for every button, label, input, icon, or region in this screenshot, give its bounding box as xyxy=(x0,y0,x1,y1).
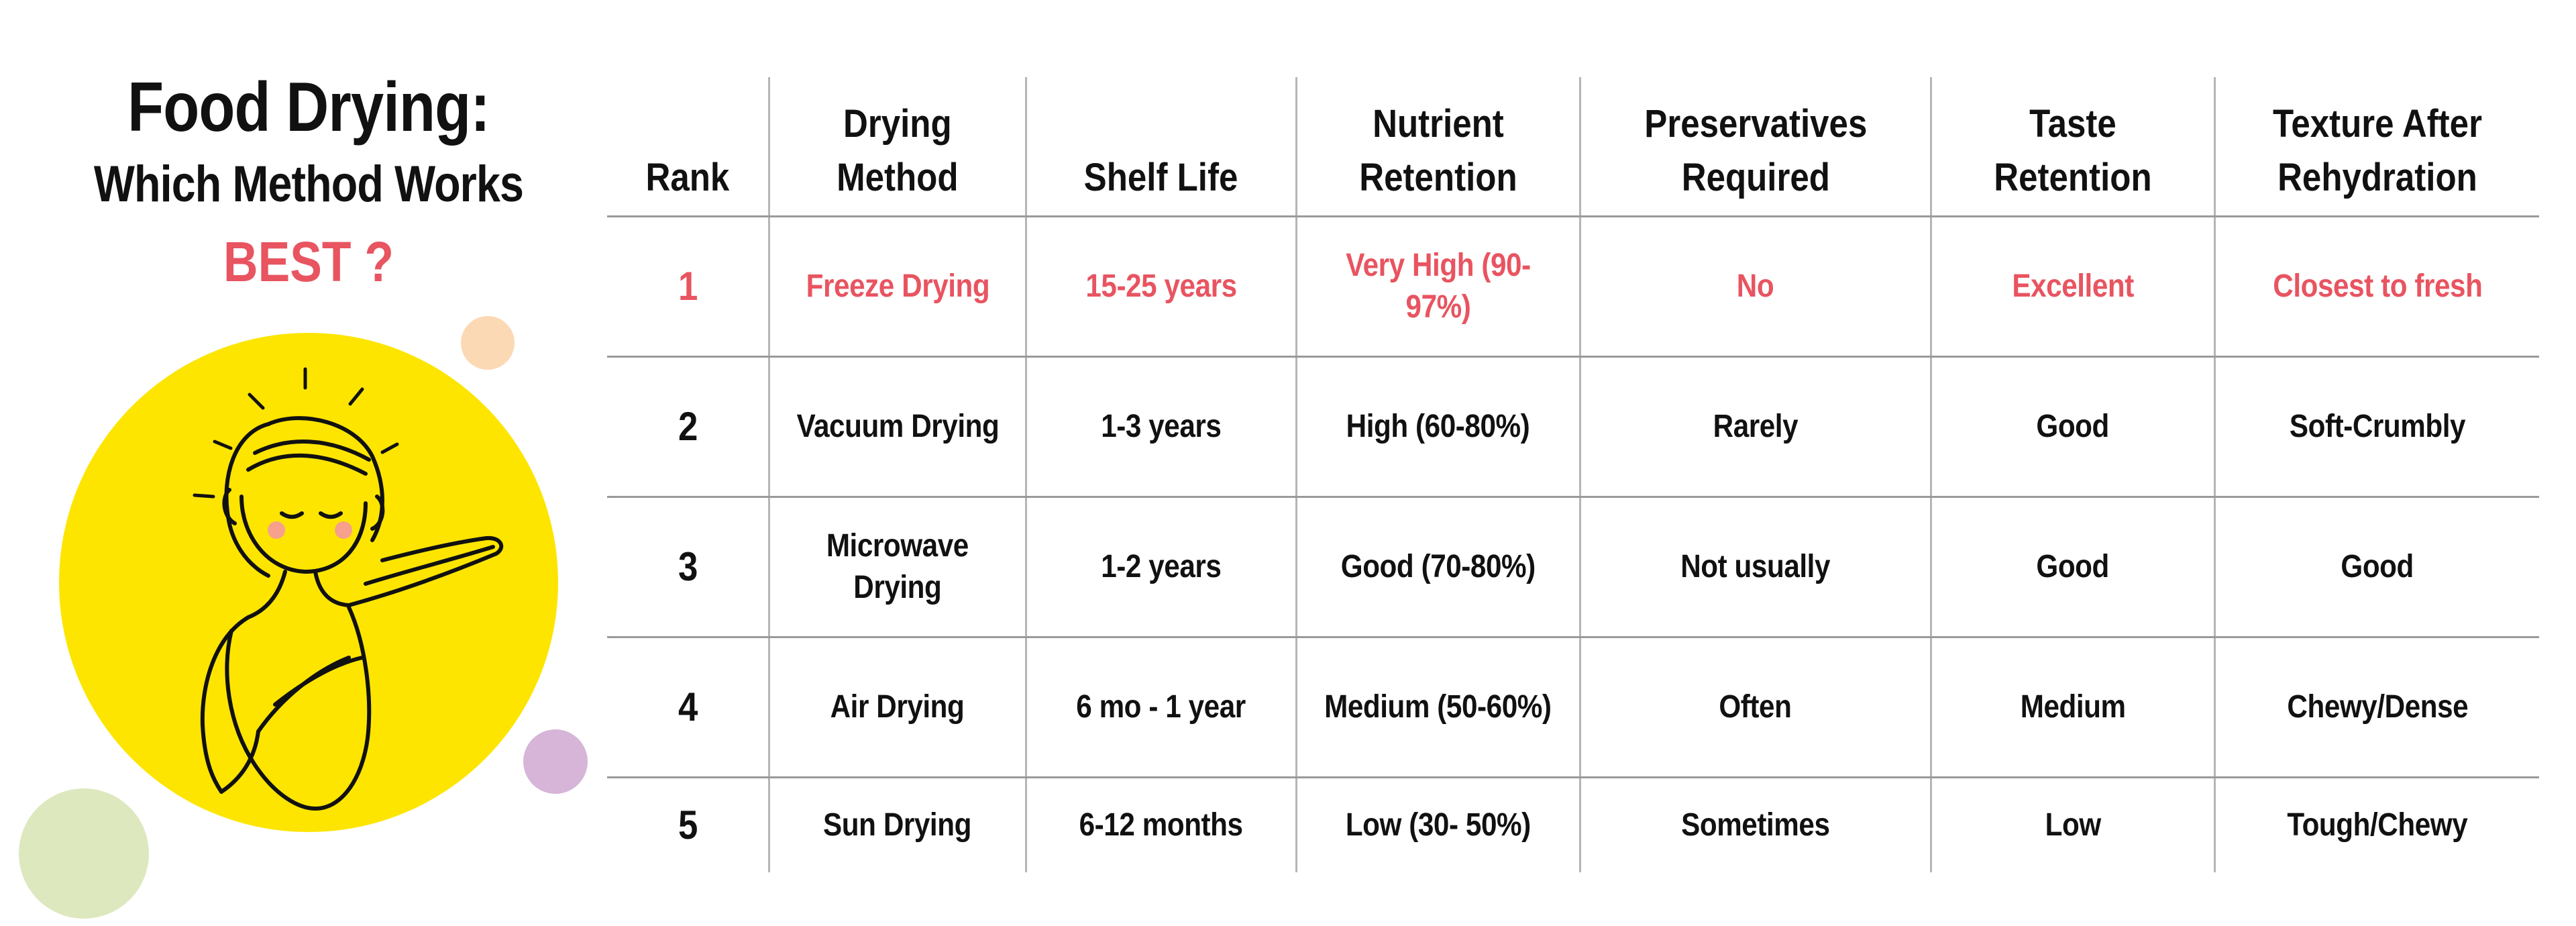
method-cell: Microwave Drying xyxy=(768,497,1026,638)
page-title-emphasis: BEST ? xyxy=(223,230,394,293)
table-row: 2 Vacuum Drying 1-3 years High (60-80%) … xyxy=(607,356,2539,498)
title-block: Food Drying: Which Method Works BEST ? xyxy=(0,64,617,305)
woman-with-arm-outstretched-icon xyxy=(19,316,588,919)
shelf-life-cell: 1-2 years xyxy=(1024,497,1297,638)
header-drying-method: Drying Method xyxy=(768,77,1026,217)
right-cheek xyxy=(335,521,352,539)
rank-cell: 2 xyxy=(607,356,769,498)
method-cell: Air Drying xyxy=(768,637,1026,778)
rank-cell: 4 xyxy=(607,637,769,778)
woman-outline xyxy=(200,416,504,811)
shelf-life-cell: 6 mo - 1 year xyxy=(1024,637,1297,778)
nutrient-cell: Good (70-80%) xyxy=(1295,497,1580,638)
texture-cell: Tough/Chewy xyxy=(2214,777,2539,872)
shelf-life-cell: 1-3 years xyxy=(1024,356,1297,498)
preservatives-cell: No xyxy=(1578,216,1931,358)
table-row: 3 Microwave Drying 1-2 years Good (70-80… xyxy=(607,497,2539,638)
comparison-table-container: Rank Drying Method Shelf Life Nutrient R… xyxy=(607,77,2539,872)
left-cheek xyxy=(268,521,285,539)
table-row: 4 Air Drying 6 mo - 1 year Medium (50-60… xyxy=(607,637,2539,778)
header-taste-retention: Taste Retention xyxy=(1930,77,2215,217)
texture-cell: Closest to fresh xyxy=(2214,216,2539,358)
rank-cell: 1 xyxy=(607,216,769,358)
yellow-circle xyxy=(59,333,558,832)
page-subtitle: Which Method Works xyxy=(93,156,524,213)
header-shelf-life: Shelf Life xyxy=(1024,77,1297,217)
nutrient-cell: Very High (90-97%) xyxy=(1295,216,1580,358)
green-circle xyxy=(19,788,149,919)
method-cell: Vacuum Drying xyxy=(768,356,1026,498)
table-row: 5 Sun Drying 6-12 months Low (30- 50%) S… xyxy=(607,777,2539,872)
header-texture-after-rehydration: Texture After Rehydration xyxy=(2214,77,2539,217)
sparkle-lines xyxy=(193,367,399,499)
preservatives-cell: Rarely xyxy=(1578,356,1931,498)
taste-cell: Good xyxy=(1930,356,2215,498)
left-panel: Food Drying: Which Method Works BEST ? xyxy=(0,0,604,926)
page-title: Food Drying: xyxy=(127,68,490,146)
shelf-life-cell: 15-25 years xyxy=(1024,216,1297,358)
taste-cell: Medium xyxy=(1930,637,2215,778)
rank-cell: 3 xyxy=(607,497,769,638)
nutrient-cell: High (60-80%) xyxy=(1295,356,1580,498)
peach-circle xyxy=(461,316,515,370)
shelf-life-cell: 6-12 months xyxy=(1024,777,1297,872)
comparison-table: Rank Drying Method Shelf Life Nutrient R… xyxy=(607,77,2539,872)
preservatives-cell: Not usually xyxy=(1578,497,1931,638)
header-rank: Rank xyxy=(607,77,769,217)
header-preservatives-required: Preservatives Required xyxy=(1578,77,1931,217)
texture-cell: Good xyxy=(2214,497,2539,638)
method-cell: Sun Drying xyxy=(768,777,1026,872)
preservatives-cell: Often xyxy=(1578,637,1931,778)
preservatives-cell: Sometimes xyxy=(1578,777,1931,872)
texture-cell: Soft-Crumbly xyxy=(2214,356,2539,498)
texture-cell: Chewy/Dense xyxy=(2214,637,2539,778)
taste-cell: Low xyxy=(1930,777,2215,872)
taste-cell: Excellent xyxy=(1930,216,2215,358)
rank-cell: 5 xyxy=(678,803,698,847)
nutrient-cell: Medium (50-60%) xyxy=(1295,637,1580,778)
table-header-row: Rank Drying Method Shelf Life Nutrient R… xyxy=(607,77,2539,217)
method-cell: Freeze Drying xyxy=(768,216,1026,358)
nutrient-cell: Low (30- 50%) xyxy=(1295,777,1580,872)
lavender-circle xyxy=(523,729,588,794)
header-nutrient-retention: Nutrient Retention xyxy=(1295,77,1580,217)
taste-cell: Good xyxy=(1930,497,2215,638)
table-row: 1 Freeze Drying 15-25 years Very High (9… xyxy=(607,216,2539,358)
